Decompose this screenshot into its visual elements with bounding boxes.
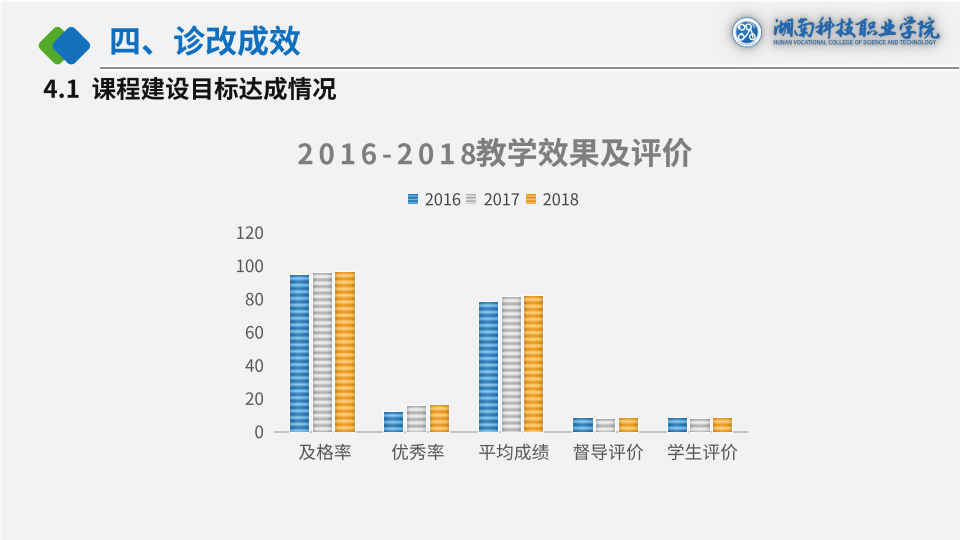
svg-text:HUNAN VOCATIONAL COLLEGE OF SC: HUNAN VOCATIONAL COLLEGE OF SCIENCE AND … [774, 40, 937, 47]
